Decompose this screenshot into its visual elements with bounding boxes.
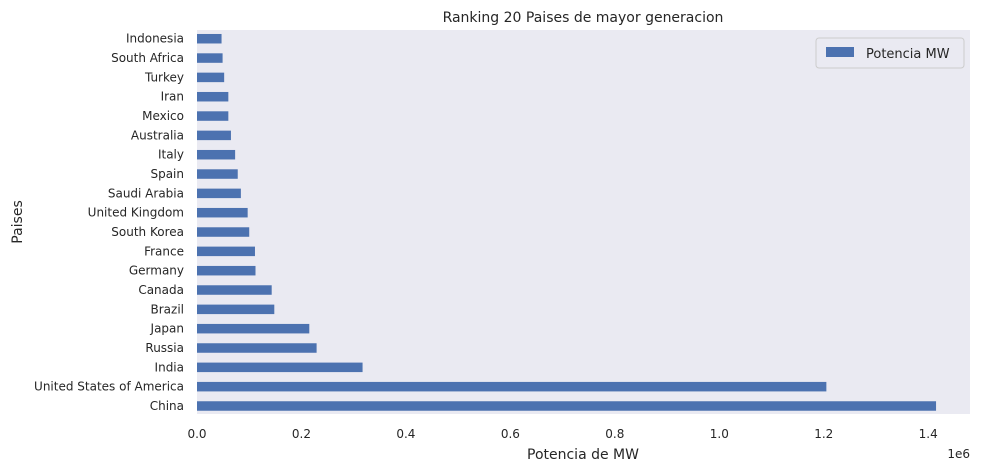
bar-iran <box>197 91 229 102</box>
bar-france <box>197 246 255 257</box>
legend-label: Potencia MW <box>866 47 950 62</box>
bar-united-states-of-america <box>197 381 827 392</box>
legend-box <box>815 37 965 69</box>
category-label-canada: Canada <box>138 283 184 297</box>
category-label-indonesia: Indonesia <box>126 32 184 46</box>
bar-mexico <box>197 111 229 121</box>
category-label-mexico: Mexico <box>142 109 184 123</box>
x-tick-label: 1.4 <box>919 427 938 441</box>
bar-turkey <box>197 72 225 83</box>
category-labels-group: China United States of America India Russia… <box>34 32 184 413</box>
x-tick-label: 0.0 <box>187 427 206 441</box>
bar-canada <box>197 285 272 295</box>
bar-china <box>197 401 937 411</box>
x-tick-label: 0.8 <box>605 427 624 441</box>
category-label-saudi-arabia: Saudi Arabia <box>108 186 184 200</box>
category-label-china: China <box>150 399 184 413</box>
plot-background <box>197 30 970 414</box>
category-label-france: France <box>144 244 184 258</box>
category-label-italy: Italy <box>158 148 184 162</box>
x-tick-label: 0.2 <box>292 427 311 441</box>
category-label-japan: Japan <box>150 322 184 336</box>
category-label-spain: Spain <box>150 167 184 181</box>
bar-south-korea <box>197 227 250 237</box>
bar-indonesia <box>197 33 222 44</box>
x-tick-label: 0.4 <box>396 427 415 441</box>
bar-germany <box>197 265 256 276</box>
bar-spain <box>197 169 238 179</box>
category-label-united-kingdom: United Kingdom <box>88 206 184 220</box>
bar-south-africa <box>197 53 223 63</box>
category-label-india: India <box>155 360 184 374</box>
x-offset-label: 1e6 <box>947 447 970 461</box>
x-ticks-group: 0.0 0.2 0.4 0.6 0.8 1.0 1.2 1.4 <box>187 427 937 441</box>
bar-russia <box>197 343 317 353</box>
bar-saudi-arabia <box>197 188 241 199</box>
category-label-united-states-of-america: United States of America <box>34 380 184 394</box>
category-label-iran: Iran <box>161 90 184 104</box>
bar-brazil <box>197 304 275 315</box>
x-axis-label: Potencia de MW <box>527 447 639 463</box>
bar-japan <box>197 323 310 334</box>
bar-india <box>197 362 363 373</box>
category-label-brazil: Brazil <box>151 302 185 316</box>
bar-australia <box>197 130 231 141</box>
category-label-germany: Germany <box>129 264 184 278</box>
bar-united-kingdom <box>197 207 248 218</box>
y-axis-label: Paises <box>10 200 26 243</box>
category-label-russia: Russia <box>145 341 184 355</box>
legend: Potencia MW <box>815 37 965 69</box>
x-tick-label: 1.0 <box>710 427 729 441</box>
category-label-south-korea: South Korea <box>111 225 184 239</box>
bar-italy <box>197 149 236 160</box>
x-tick-label: 0.6 <box>501 427 520 441</box>
legend-swatch <box>826 47 854 57</box>
bars-group <box>197 33 937 411</box>
x-tick-label: 1.2 <box>814 427 833 441</box>
category-label-south-africa: South Africa <box>111 51 184 65</box>
chart-title: Ranking 20 Paises de mayor generacion <box>443 10 724 26</box>
category-label-australia: Australia <box>131 128 184 142</box>
category-label-turkey: Turkey <box>144 70 184 84</box>
